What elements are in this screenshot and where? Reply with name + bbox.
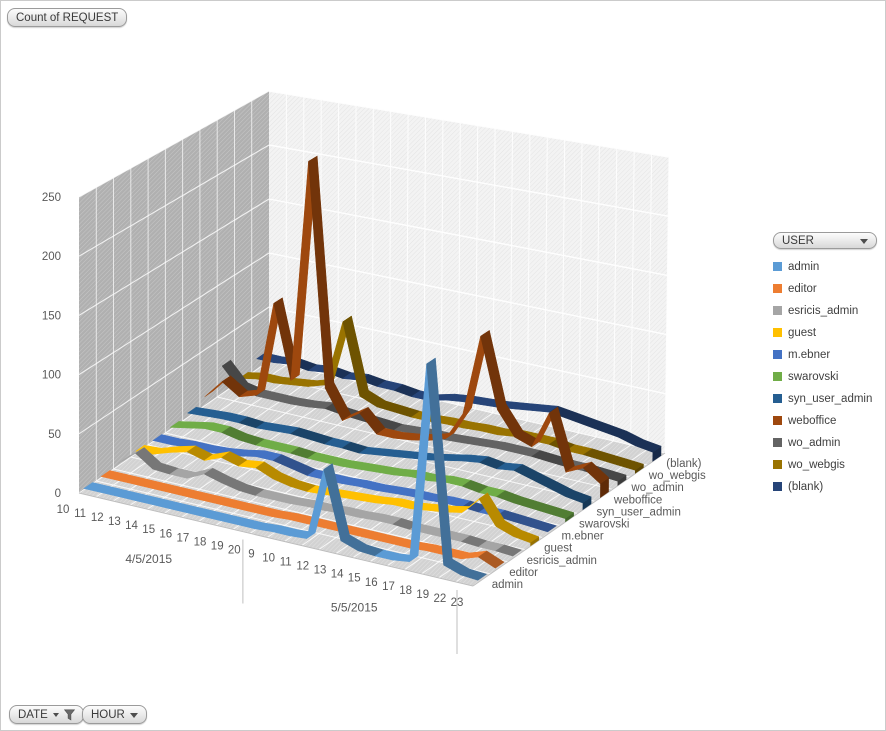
- legend-label: syn_user_admin: [788, 392, 873, 405]
- series-axis-label: admin: [492, 579, 523, 591]
- hour-axis-label: 12: [91, 512, 104, 524]
- date-field-button[interactable]: DATE: [9, 705, 84, 724]
- date-axis-label: 4/5/2015: [125, 552, 172, 566]
- value-axis-label: 150: [42, 310, 61, 322]
- legend-label: wo_admin: [788, 436, 841, 449]
- hour-axis-label: 18: [399, 585, 412, 597]
- series-axis-label: editor: [509, 567, 538, 579]
- legend-item: wo_admin: [773, 436, 877, 449]
- legend-swatch: [773, 416, 782, 425]
- hour-axis-label: 11: [74, 508, 86, 520]
- legend-swatch: [773, 394, 782, 403]
- hour-axis-label: 16: [365, 577, 378, 589]
- date-field-label: DATE: [18, 708, 48, 721]
- legend-label: wo_webgis: [788, 458, 845, 471]
- value-field-button[interactable]: Count of REQUEST: [7, 8, 128, 27]
- series-weboffice: [204, 155, 610, 498]
- legend-item: guest: [773, 326, 877, 339]
- hour-axis-label: 20: [228, 544, 241, 556]
- legend-label: admin: [788, 260, 820, 273]
- hour-axis-label: 19: [416, 589, 429, 601]
- value-axis-label: 0: [55, 488, 61, 500]
- hour-axis-label: 23: [451, 597, 464, 609]
- series-axis-label: swarovski: [579, 519, 629, 531]
- series-swarovski: [169, 421, 575, 523]
- series-axis-label: m.ebner: [562, 531, 604, 543]
- legend-label: m.ebner: [788, 348, 831, 361]
- legend-label: editor: [788, 282, 817, 295]
- legend-item: swarovski: [773, 370, 877, 383]
- hour-axis-label: 17: [177, 532, 190, 544]
- hour-field-label: HOUR: [91, 708, 125, 721]
- hour-axis-label: 15: [142, 524, 155, 536]
- series-axis-label: wo_admin: [630, 482, 683, 494]
- legend-label: (blank): [788, 480, 824, 493]
- hour-axis-label: 19: [211, 540, 224, 552]
- series-esricis_admin: [118, 447, 523, 557]
- series-axis-label: guest: [544, 543, 573, 555]
- legend-swatch: [773, 350, 782, 359]
- hour-axis-label: 10: [57, 504, 70, 516]
- legend-swatch: [773, 438, 782, 447]
- series-admin: [83, 357, 488, 581]
- hour-axis-label: 9: [248, 549, 254, 561]
- hour-axis-label: 13: [314, 565, 327, 577]
- legend-field-button[interactable]: USER: [773, 232, 877, 249]
- legend-label: esricis_admin: [788, 304, 859, 317]
- legend-item: esricis_admin: [773, 304, 877, 317]
- legend-label: guest: [788, 326, 817, 339]
- series-axis-label: esricis_admin: [527, 555, 597, 567]
- legend-item: weboffice: [773, 414, 877, 427]
- hour-axis-label: 17: [382, 581, 395, 593]
- legend-swatch: [773, 284, 782, 293]
- chevron-down-icon: [129, 712, 138, 722]
- legend-swatch: [773, 262, 782, 271]
- series-axis-label: (blank): [666, 458, 701, 470]
- legend-swatch: [773, 460, 782, 469]
- legend-field-label: USER: [782, 234, 814, 247]
- hour-axis-label: 22: [434, 593, 447, 605]
- legend-label: weboffice: [788, 414, 837, 427]
- legend-swatch: [773, 306, 782, 315]
- hour-axis-label: 12: [296, 561, 309, 573]
- hour-axis-label: 16: [159, 528, 172, 540]
- legend-item: (blank): [773, 480, 877, 493]
- hour-axis-label: 18: [194, 536, 207, 548]
- legend-item: wo_webgis: [773, 458, 877, 471]
- hour-axis-label: 10: [262, 553, 275, 565]
- hour-axis-label: 15: [348, 573, 361, 585]
- legend-label: swarovski: [788, 370, 839, 383]
- filter-icon: [63, 709, 75, 721]
- legend-item: m.ebner: [773, 348, 877, 361]
- date-axis-label: 5/5/2015: [331, 601, 378, 615]
- series-syn_user_admin: [186, 406, 592, 511]
- value-axis-label: 50: [48, 429, 61, 441]
- hour-axis-label: 14: [125, 520, 138, 532]
- hour-axis-label: 13: [108, 516, 121, 528]
- hour-field-button[interactable]: HOUR: [82, 705, 147, 724]
- chevron-down-icon: [860, 238, 868, 248]
- series-axis-label: wo_webgis: [648, 470, 706, 482]
- hour-axis-label: 14: [331, 569, 344, 581]
- legend-swatch: [773, 328, 782, 337]
- legend-item: editor: [773, 282, 877, 295]
- hour-axis-label: 11: [280, 557, 292, 569]
- series-axis-label: syn_user_admin: [597, 506, 681, 518]
- legend-item: admin: [773, 260, 877, 273]
- value-axis-label: 100: [42, 370, 61, 382]
- legend-swatch: [773, 482, 782, 491]
- series-axis-label: weboffice: [613, 494, 662, 506]
- chevron-down-icon: [52, 713, 59, 720]
- value-axis-label: 250: [42, 192, 61, 204]
- legend-swatch: [773, 372, 782, 381]
- legend-item: syn_user_admin: [773, 392, 877, 405]
- value-axis-label: 200: [42, 251, 61, 263]
- value-field-label: Count of REQUEST: [16, 11, 119, 24]
